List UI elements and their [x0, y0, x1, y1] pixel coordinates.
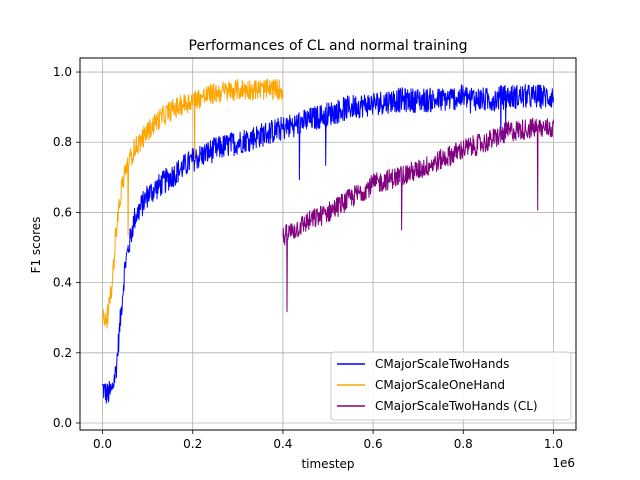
legend-label-two-hands-cl: CMajorScaleTwoHands (CL)	[375, 399, 538, 413]
x-axis-offset-label: 1e6	[552, 456, 575, 470]
x-tick-label: 0.4	[273, 437, 292, 451]
series-layer	[102, 78, 554, 404]
y-axis-label: F1 scores	[29, 217, 43, 274]
y-tick-label: 1.0	[53, 65, 72, 79]
series-line-0	[102, 84, 554, 404]
y-tick-label: 0.8	[53, 135, 72, 149]
y-tick-label: 0.0	[53, 416, 72, 430]
legend-label-one-hand: CMajorScaleOneHand	[375, 378, 505, 392]
ticks: 0.0 0.2 0.4 0.6 0.8 1.0 0.0 0.2 0.4 0.6 0.8 1.0	[53, 65, 563, 451]
y-tick-label: 0.2	[53, 346, 72, 360]
x-axis-label: timestep	[301, 457, 354, 471]
series-line-2	[282, 117, 554, 313]
legend: CMajorScaleTwoHands CMajorScaleOneHand C…	[330, 351, 572, 421]
x-tick-label: 0.0	[93, 437, 112, 451]
y-tick-label: 0.4	[53, 276, 72, 290]
x-tick-label: 1.0	[544, 437, 563, 451]
chart-title: Performances of CL and normal training	[189, 38, 468, 54]
series-line-1	[102, 78, 284, 329]
x-tick-label: 0.8	[454, 437, 473, 451]
x-tick-label: 0.6	[364, 437, 383, 451]
axes-frame	[79, 57, 577, 431]
legend-box	[330, 351, 572, 421]
x-tick-label: 0.2	[183, 437, 202, 451]
legend-label-two-hands: CMajorScaleTwoHands	[375, 357, 509, 371]
y-tick-label: 0.6	[53, 205, 72, 219]
